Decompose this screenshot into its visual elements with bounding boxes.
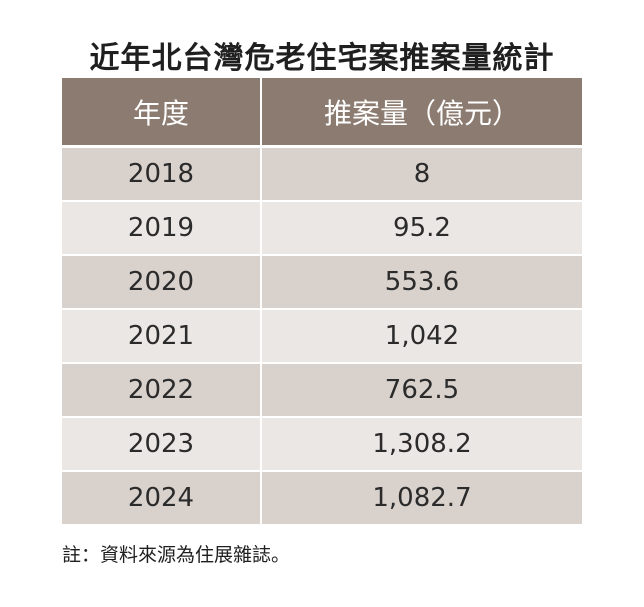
value-cell: 1,308.2 <box>372 429 472 459</box>
year-cell: 2018 <box>62 148 262 200</box>
year-cell: 2020 <box>62 256 262 308</box>
value-cell: 553.6 <box>384 267 460 297</box>
table-row: 2018 8 <box>62 148 582 202</box>
year-cell: 2022 <box>62 364 262 416</box>
column-header-year: 年度 <box>62 78 262 145</box>
table-row: 2020 553.6 <box>62 256 582 310</box>
value-cell: 762.5 <box>384 375 460 405</box>
table-row: 2021 1,042 <box>62 310 582 364</box>
data-table: 年度 推案量（億元） 2018 8 2019 95.2 2020 553.6 2021 1,0… <box>62 78 582 526</box>
value-cell: 95.2 <box>393 213 451 243</box>
table-row: 2024 1,082.7 <box>62 472 582 526</box>
table-body: 2018 8 2019 95.2 2020 553.6 2021 1,042 2022 762.5… <box>62 148 582 526</box>
year-cell: 2023 <box>62 418 262 470</box>
table-row: 2022 762.5 <box>62 364 582 418</box>
source-note: 註：資料來源為住展雜誌。 <box>62 544 291 566</box>
chart-title: 近年北台灣危老住宅案推案量統計 <box>89 41 555 76</box>
year-cell: 2021 <box>62 310 262 362</box>
table-header-row: 年度 推案量（億元） <box>62 78 582 148</box>
value-cell: 8 <box>413 159 431 189</box>
column-header-value: 推案量（億元） <box>323 96 520 130</box>
table-row: 2019 95.2 <box>62 202 582 256</box>
value-cell: 1,042 <box>384 321 460 351</box>
table-row: 2023 1,308.2 <box>62 418 582 472</box>
year-cell: 2024 <box>62 472 262 524</box>
year-cell: 2019 <box>62 202 262 254</box>
value-cell: 1,082.7 <box>372 483 472 513</box>
